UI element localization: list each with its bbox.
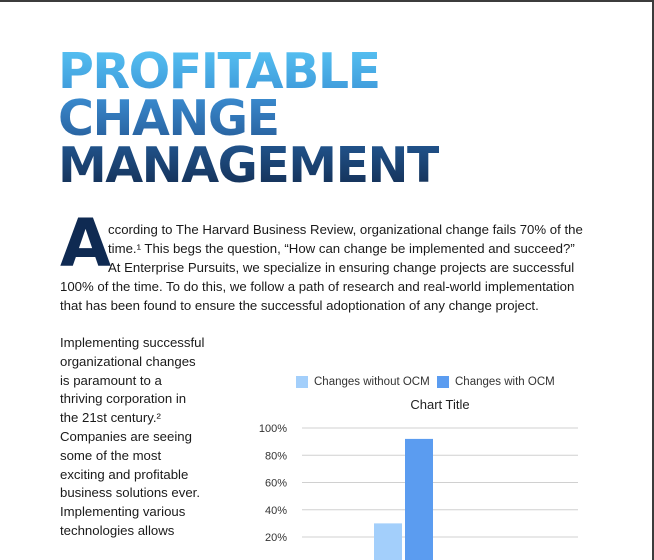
side-text-line: exciting and profitable [60, 466, 189, 482]
side-text-line: is paramount to a [60, 372, 162, 388]
y-tick-label: 40% [265, 505, 287, 517]
page-title: PROFITABLE CHANGE MANAGEMENT [58, 47, 440, 194]
y-tick-label: 60% [265, 478, 287, 490]
title-line-2: CHANGE [58, 94, 439, 143]
title-line-3: MANAGEMENT [58, 137, 440, 194]
side-text-line: organizational changes [60, 353, 196, 369]
page-border-right [652, 0, 654, 560]
side-text-line: business solutions ever. [60, 485, 201, 501]
y-tick-label: 80% [265, 450, 287, 462]
legend-item-with-ocm: Changes with OCM [437, 374, 555, 390]
intro-line-4: 100% of the time. To do this, we follow … [60, 279, 575, 294]
bar-chart: 100% 80% 60% 40% 20% [259, 423, 578, 560]
legend-label-without-ocm: Changes without OCM [314, 376, 430, 388]
chart-title: Chart Title [410, 397, 470, 412]
bar-without-ocm [374, 523, 402, 560]
y-tick-label: 100% [259, 423, 287, 435]
bar-with-ocm [405, 438, 433, 560]
legend-swatch-with-ocm [437, 376, 449, 388]
page-border-top [0, 0, 654, 2]
side-text-line: technologies allows [60, 522, 175, 538]
legend-swatch-without-ocm [296, 376, 308, 388]
y-tick-label: 20% [265, 532, 287, 544]
intro-line-2: time.¹ This begs the question, “How can … [108, 241, 575, 256]
legend-label-with-ocm: Changes with OCM [455, 376, 555, 388]
side-text-line: Implementing various [60, 504, 186, 520]
side-text-line: the 21st century.² [60, 410, 161, 426]
side-text-line: thriving corporation in [60, 391, 187, 407]
side-text-line: Implementing successful [60, 335, 205, 350]
side-column-text: Implementing successful organizational c… [60, 334, 220, 541]
drop-cap: A [60, 205, 112, 282]
side-text-line: Companies are seeing [60, 428, 192, 444]
title-line-1: PROFITABLE [58, 47, 439, 96]
intro-line-5: that has been found to ensure the succes… [60, 298, 539, 313]
legend-item-without-ocm: Changes without OCM [296, 374, 430, 390]
intro-line-1: ccording to The Harvard Business Review,… [108, 222, 583, 237]
intro-line-3: At Enterprise Pursuits, we specialize in… [108, 260, 575, 275]
side-text-line: some of the most [60, 447, 162, 463]
